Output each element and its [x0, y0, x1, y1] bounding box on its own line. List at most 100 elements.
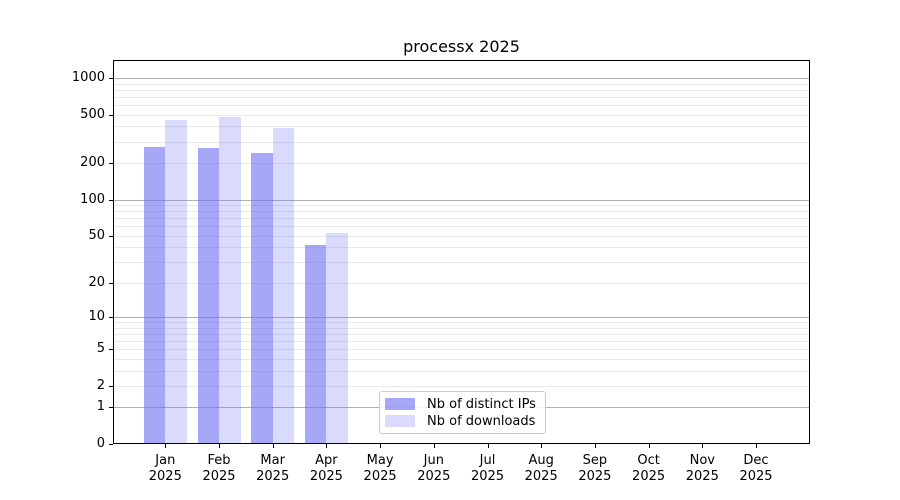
x-tick-label: Sep 2025: [563, 453, 627, 485]
x-tick-label: Feb 2025: [187, 453, 251, 485]
x-tick-month: Jul: [479, 453, 496, 468]
y-tick-label: 2: [96, 377, 105, 393]
gridline-minor: [114, 226, 809, 228]
gridline-minor: [114, 247, 809, 249]
y-tick-label: 10: [88, 309, 105, 324]
x-tick-year: 2025: [578, 469, 612, 484]
x-tick-month: Mar: [260, 453, 285, 468]
x-tick: [702, 444, 704, 448]
x-tick-month: Nov: [689, 453, 715, 468]
y-tick: [109, 235, 113, 237]
legend: Nb of distinct IPs Nb of downloads: [379, 391, 546, 434]
legend-label-distinct-ips: Nb of distinct IPs: [427, 396, 536, 412]
y-tick: [109, 114, 113, 116]
x-tick-month: Aug: [528, 453, 554, 468]
chart-title: processx 2025: [403, 37, 520, 56]
x-tick-year: 2025: [256, 469, 290, 484]
y-tick-label: 0: [96, 436, 105, 451]
gridline-minor: [114, 340, 809, 342]
x-tick: [326, 444, 328, 448]
x-tick-label: Oct 2025: [617, 453, 681, 485]
x-tick-label: Apr 2025: [294, 453, 358, 485]
x-tick-year: 2025: [363, 469, 397, 484]
gridline-minor: [114, 114, 809, 116]
bar-downloads: [219, 116, 241, 444]
x-tick: [594, 444, 596, 448]
x-tick-label: Mar 2025: [241, 453, 305, 485]
y-tick: [109, 282, 113, 284]
x-tick-label: Dec 2025: [724, 453, 788, 485]
gridline-minor: [114, 282, 809, 284]
y-tick: [109, 317, 113, 318]
legend-item-downloads: Nb of downloads: [385, 413, 539, 429]
x-tick: [541, 444, 543, 448]
gridline-minor: [114, 218, 809, 220]
bar-distinct-ips: [197, 148, 219, 444]
gridline-minor: [114, 83, 809, 85]
x-tick: [219, 444, 220, 448]
gridline-minor: [114, 327, 809, 329]
x-tick-month: Sep: [582, 453, 608, 468]
x-tick-month: Apr: [315, 453, 338, 468]
bar-downloads: [326, 232, 348, 444]
y-tick: [109, 407, 113, 409]
gridline-major: [114, 77, 809, 79]
y-tick-label: 5: [96, 341, 105, 357]
x-tick-year: 2025: [309, 469, 343, 484]
x-tick-year: 2025: [632, 469, 666, 484]
gridline-minor: [114, 205, 809, 206]
gridline-minor: [114, 385, 809, 387]
x-tick: [487, 444, 489, 448]
bar-distinct-ips: [251, 152, 273, 444]
x-tick: [165, 444, 167, 448]
gridline-minor: [114, 322, 809, 323]
gridline-minor: [114, 262, 809, 264]
gridline-minor: [114, 358, 809, 360]
x-tick: [756, 444, 757, 448]
x-tick-month: Oct: [637, 453, 660, 468]
gridline-minor: [114, 141, 809, 143]
y-tick-label: 500: [80, 106, 105, 122]
x-tick-month: Jun: [423, 453, 444, 468]
y-tick-label: 1: [96, 399, 105, 415]
legend-swatch-downloads: [385, 415, 415, 427]
x-tick-month: Jan: [155, 453, 176, 468]
x-tick-month: Feb: [207, 453, 231, 468]
x-tick-month: Dec: [743, 453, 769, 468]
gridline-major: [114, 317, 809, 318]
x-tick-year: 2025: [202, 469, 236, 484]
gridline-minor: [114, 105, 809, 106]
gridline-minor: [114, 126, 809, 128]
gridline-minor: [114, 211, 809, 213]
legend-label-downloads: Nb of downloads: [427, 413, 536, 429]
y-tick-label: 100: [80, 191, 105, 207]
x-tick: [433, 444, 435, 448]
gridline-minor: [114, 89, 809, 91]
y-tick-label: 1000: [71, 69, 105, 85]
legend-item-distinct-ips: Nb of distinct IPs: [385, 396, 539, 412]
y-tick: [109, 444, 113, 445]
gridline-minor: [114, 235, 809, 237]
y-tick-label: 20: [88, 274, 105, 290]
x-tick-year: 2025: [685, 469, 719, 484]
x-tick: [648, 444, 650, 448]
bar-downloads: [272, 127, 295, 444]
gridline-minor: [114, 370, 809, 372]
gridline-minor: [114, 96, 809, 98]
x-tick-year: 2025: [470, 469, 505, 484]
gridline-minor: [114, 333, 809, 335]
x-tick-year: 2025: [148, 469, 182, 484]
gridline-minor: [114, 163, 809, 164]
x-tick-label: Nov 2025: [670, 453, 734, 485]
y-tick-label: 50: [88, 227, 105, 243]
x-tick-year: 2025: [739, 469, 773, 484]
x-tick-year: 2025: [417, 469, 451, 484]
bar-downloads: [165, 119, 187, 444]
x-tick-month: May: [366, 453, 394, 468]
x-tick-label: Aug 2025: [509, 453, 573, 485]
y-tick: [109, 77, 113, 79]
x-tick: [272, 444, 274, 448]
legend-swatch-distinct-ips: [385, 398, 415, 410]
y-tick: [109, 349, 113, 351]
